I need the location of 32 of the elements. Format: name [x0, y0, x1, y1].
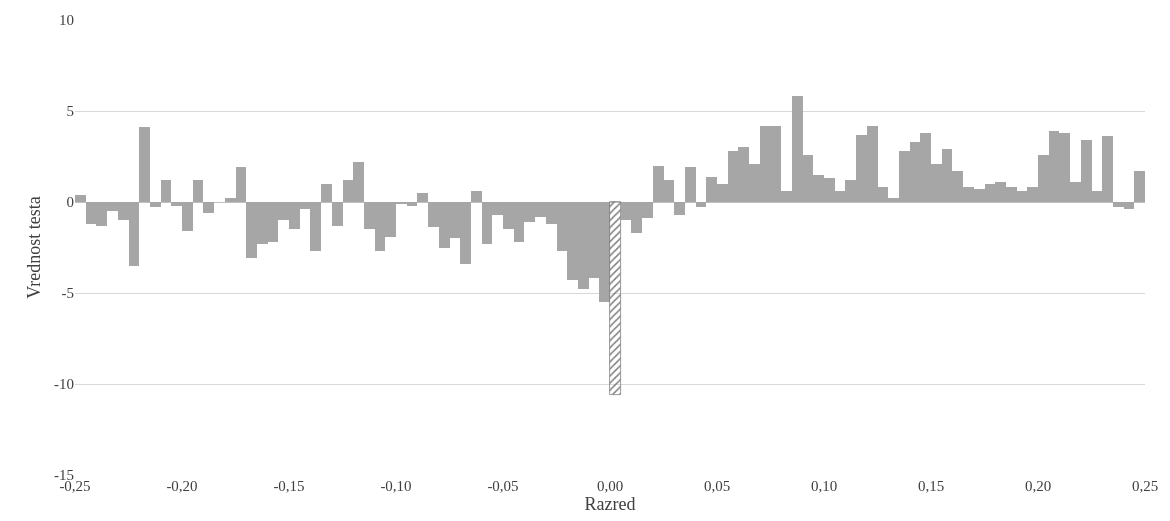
- x-axis-title: Razred: [584, 494, 636, 514]
- x-tick-label: -0,10: [380, 478, 412, 494]
- x-tick-label: 0,20: [1024, 478, 1052, 494]
- x-tick-label: 0,15: [917, 478, 945, 494]
- y-tick-label: 5: [66, 103, 74, 120]
- bar: [321, 184, 332, 202]
- bar: [674, 202, 685, 215]
- x-tick-label: 0,25: [1131, 478, 1159, 494]
- bar: [193, 180, 203, 202]
- x-tick-label: 0,05: [703, 478, 731, 494]
- y-axis-title: Vrednost testa: [24, 196, 45, 299]
- x-tick-label: -0,15: [273, 478, 305, 494]
- bar: [150, 202, 161, 207]
- y-tick-label: -10: [54, 376, 74, 393]
- bar: [417, 193, 428, 202]
- x-tick-label: -0,05: [487, 478, 519, 494]
- x-tick-label: 0,00: [596, 478, 624, 494]
- x-tick-label: 0,10: [810, 478, 838, 494]
- y-tick-label: -5: [61, 285, 74, 302]
- bar: [609, 201, 621, 395]
- bar: [75, 195, 86, 202]
- bar: [1134, 171, 1145, 202]
- bar: [161, 180, 171, 202]
- y-tick-label: 10: [59, 12, 74, 29]
- y-tick-label: 0: [66, 194, 74, 211]
- x-tick-label: -0,20: [166, 478, 198, 494]
- bar: [139, 127, 150, 202]
- bar: [332, 202, 343, 226]
- bar: [203, 202, 214, 213]
- bar: [471, 191, 482, 202]
- bar: [685, 167, 696, 202]
- bar: [696, 202, 706, 207]
